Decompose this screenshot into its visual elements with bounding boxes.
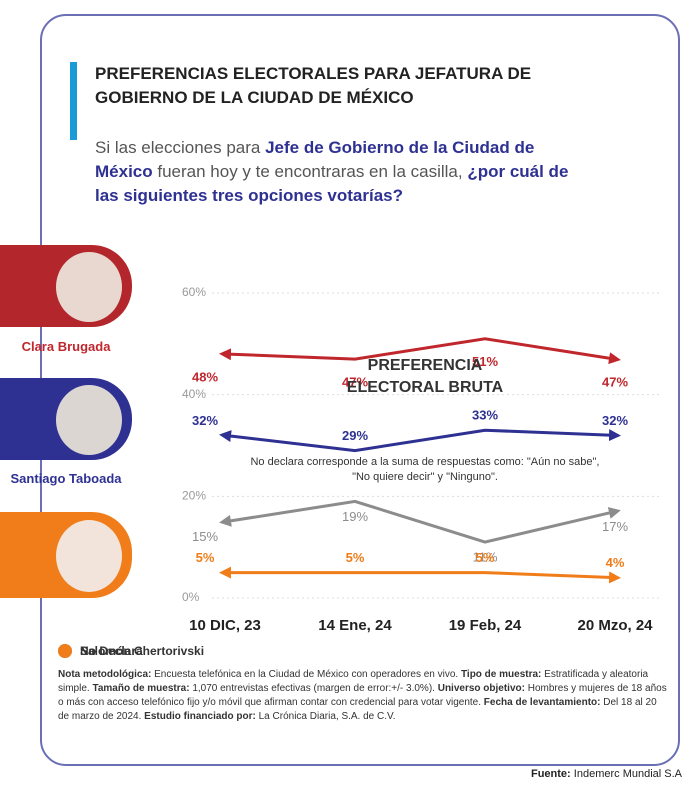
x-tick-label: 10 DIC, 23 xyxy=(189,617,261,634)
value-label: 5% xyxy=(346,550,365,565)
method-text: Del 18 al 20 de marzo de 2024. xyxy=(58,697,657,722)
method-label: Nota metodológica: xyxy=(58,669,152,680)
source: Fuente: Indemerc Mundial S.A xyxy=(531,768,682,780)
series-line xyxy=(219,499,621,544)
series-line xyxy=(219,428,621,453)
method-text: 1,070 entrevistas efectivas (margen de e… xyxy=(192,683,435,694)
value-label: 51% xyxy=(472,354,498,369)
value-label: 47% xyxy=(342,375,368,390)
title-bar xyxy=(70,62,77,140)
value-label: 47% xyxy=(602,375,628,390)
chart-title: PREFERENCIAS ELECTORALES PARA JEFATURA D… xyxy=(95,64,532,107)
method-label: Estudio financiado por: xyxy=(144,711,256,722)
legend-entry: No Declara xyxy=(80,644,143,658)
methodology: Nota metodológica: Encuesta telefónica e… xyxy=(58,668,670,724)
y-tick-label: 60% xyxy=(182,285,206,299)
value-label: 4% xyxy=(606,555,625,570)
method-text: Estratificada y aleatoria simple. xyxy=(58,669,649,694)
method-label: Universo objetivo: xyxy=(437,683,525,694)
value-label: 19% xyxy=(342,509,368,524)
source-text: Indemerc Mundial S.A xyxy=(573,768,682,780)
legend-entry: Salomón Chertorivski xyxy=(80,644,205,658)
method-label: Fecha de levantamiento: xyxy=(483,697,601,708)
x-tick-label: 20 Mzo, 24 xyxy=(577,617,653,634)
y-tick-label: 0% xyxy=(182,590,200,604)
value-label: 15% xyxy=(192,529,218,544)
method-label: Tamaño de muestra: xyxy=(92,683,190,694)
chart-subtitle: Si las elecciones para Jefe de Gobierno … xyxy=(95,136,595,208)
x-tick-label: 14 Ene, 24 xyxy=(318,617,392,634)
subtitle-text: Si las elecciones para xyxy=(95,138,266,157)
legend-entry: Santiago Taboada xyxy=(10,471,122,486)
subtitle-text: fueran hoy y te encontraras en la casill… xyxy=(152,162,468,181)
y-tick-label: 20% xyxy=(182,489,206,503)
method-text: Encuesta telefónica en la Ciudad de Méxi… xyxy=(154,669,459,680)
legend-swatch xyxy=(58,644,72,658)
value-label: 32% xyxy=(602,413,628,428)
y-tick-label: 40% xyxy=(182,387,206,401)
method-text: Hombres y mujeres de 18 años o más con a… xyxy=(58,683,667,708)
value-label: 5% xyxy=(196,550,215,565)
value-label: 48% xyxy=(192,369,218,384)
source-label: Fuente: xyxy=(530,768,571,780)
value-label: 5% xyxy=(476,550,495,565)
photo xyxy=(56,520,122,592)
x-tick-label: 19 Feb, 24 xyxy=(449,617,522,634)
series-line xyxy=(219,566,621,584)
value-label: 32% xyxy=(192,413,218,428)
note: No declara corresponde a la suma de resp… xyxy=(250,456,600,483)
annotation: PREFERENCIA ELECTORAL BRUTA xyxy=(346,357,504,396)
value-label: 11% xyxy=(472,550,497,565)
method-text: La Crónica Diaria, S.A. de C.V. xyxy=(258,711,396,722)
value-label: 17% xyxy=(602,519,628,534)
photo xyxy=(56,252,122,322)
subtitle-emphasis: ¿por cuál de las siguientes tres opcione… xyxy=(95,162,569,205)
legend-entry: Clara Brugada xyxy=(21,339,111,354)
value-label: 33% xyxy=(472,408,498,423)
photo xyxy=(56,385,122,455)
value-label: 29% xyxy=(342,428,368,443)
series-line xyxy=(219,337,621,365)
method-label: Tipo de muestra: xyxy=(460,669,542,680)
subtitle-emphasis: Jefe de Gobierno de la Ciudad de México xyxy=(95,138,535,181)
